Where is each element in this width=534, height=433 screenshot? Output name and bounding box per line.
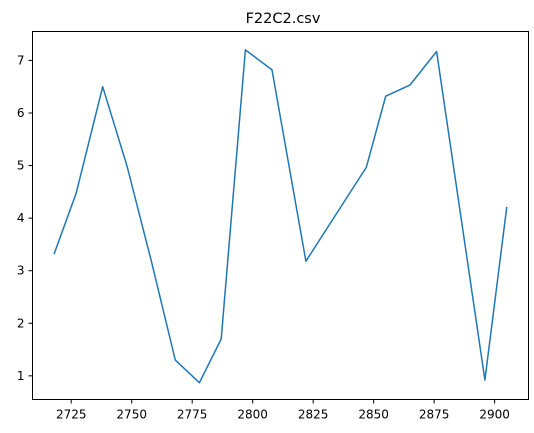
y-axis: 1 2 3 4 5 6 7 [17, 53, 33, 383]
y-tick-label: 6 [17, 106, 25, 120]
x-tick-label: 2825 [298, 408, 329, 422]
plot-area [53, 49, 508, 384]
x-tick-label: 2900 [479, 408, 510, 422]
x-tick-label: 2875 [419, 408, 450, 422]
x-tick-label: 2800 [237, 408, 268, 422]
x-tick-label: 2750 [116, 408, 147, 422]
x-tick-label: 2725 [56, 408, 87, 422]
x-axis: 2725 2750 2775 2800 2825 2850 2875 2900 [56, 399, 510, 422]
y-tick-label: 4 [17, 211, 25, 225]
axes-frame [32, 31, 529, 400]
y-tick-label: 7 [17, 53, 25, 67]
chart-title: F22C2.csv [246, 11, 321, 27]
y-tick-label: 5 [17, 159, 25, 173]
series-line-0 [53, 49, 508, 384]
x-tick-label: 2850 [358, 408, 389, 422]
x-tick-label: 2775 [177, 408, 208, 422]
y-tick-label: 1 [17, 369, 25, 383]
y-tick-label: 3 [17, 264, 25, 278]
y-tick-label: 2 [17, 316, 25, 330]
